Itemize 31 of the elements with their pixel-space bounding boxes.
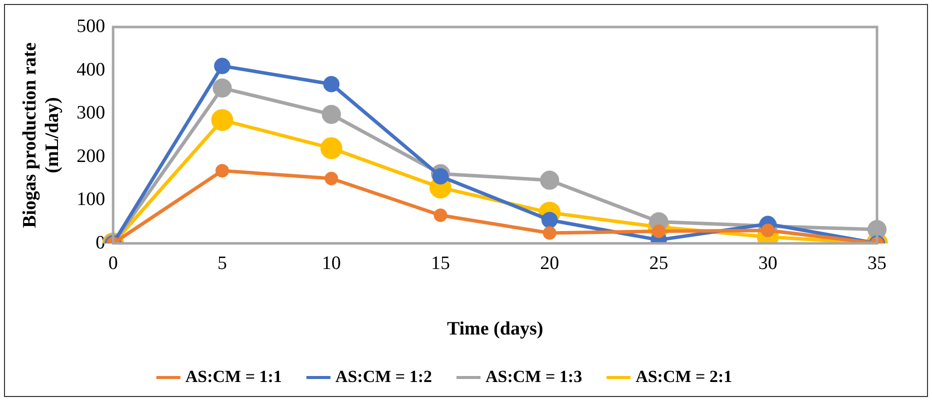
- point: [432, 168, 449, 184]
- point: [541, 212, 558, 228]
- legend-label: AS:CM = 1:1: [185, 366, 282, 386]
- legend-label: AS:CM = 1:3: [486, 366, 582, 386]
- y-tick-label: 500: [76, 16, 106, 37]
- y-tick-label: 400: [76, 59, 106, 80]
- point: [324, 172, 338, 186]
- x-tick-label: 20: [540, 252, 560, 274]
- legend-label: AS:CM = 1:2: [335, 366, 432, 386]
- point: [215, 164, 229, 178]
- point: [212, 78, 232, 98]
- x-tick-label: 10: [322, 252, 341, 274]
- point: [540, 170, 560, 190]
- point: [322, 104, 341, 124]
- point: [542, 226, 556, 240]
- y-tick-label: 100: [76, 189, 106, 210]
- x-tick-label: 35: [868, 252, 886, 274]
- y-tick-label: 300: [76, 102, 106, 124]
- point: [211, 109, 234, 131]
- point: [434, 208, 448, 222]
- legend-label: AS:CM = 2:1: [636, 366, 732, 386]
- x-axis-title: Time (days): [446, 318, 544, 340]
- x-tick-label: 30: [758, 252, 778, 274]
- y-axis-title: Biogas production rate (mL/day): [19, 42, 64, 228]
- point: [320, 137, 342, 160]
- point: [214, 58, 230, 74]
- x-tick-label: 15: [430, 252, 450, 274]
- x-tick-label: 25: [649, 252, 668, 274]
- x-tick-label: 5: [217, 252, 227, 274]
- y-tick-label: 200: [76, 146, 106, 167]
- point: [323, 76, 340, 92]
